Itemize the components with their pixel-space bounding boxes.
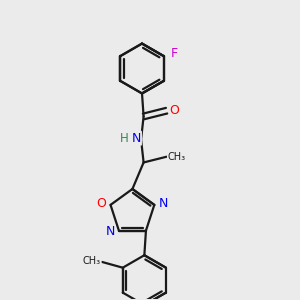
Text: CH₃: CH₃ bbox=[168, 152, 186, 162]
Text: O: O bbox=[170, 104, 179, 117]
Text: H: H bbox=[120, 132, 129, 145]
Text: O: O bbox=[97, 197, 106, 210]
Text: N: N bbox=[105, 225, 115, 239]
Text: N: N bbox=[132, 132, 141, 145]
Text: F: F bbox=[170, 47, 177, 60]
Text: CH₃: CH₃ bbox=[83, 256, 101, 266]
Text: N: N bbox=[159, 197, 168, 210]
